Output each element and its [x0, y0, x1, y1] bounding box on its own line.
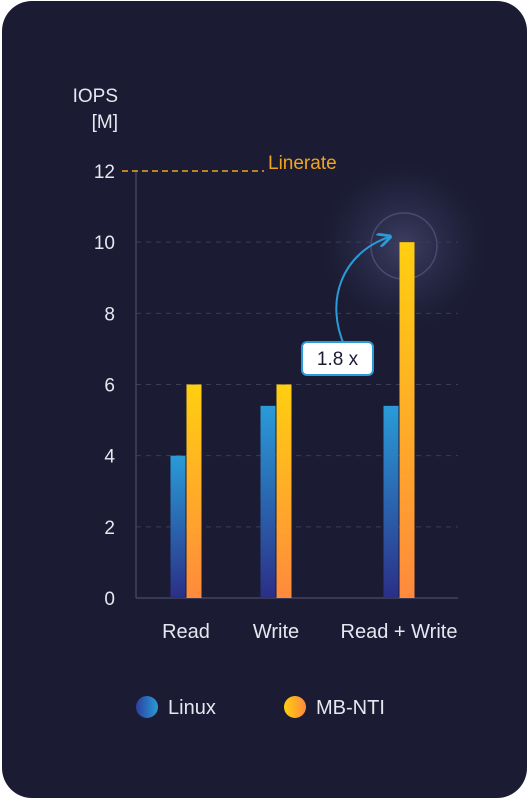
y-tick-label: 0 [104, 589, 115, 610]
bar-linux-read [170, 455, 186, 598]
legend-swatch-linux [136, 696, 158, 718]
y-axis-label-line2: [M] [92, 112, 118, 133]
bar-mb-nti-read-write [399, 242, 415, 598]
bar-linux-write [260, 405, 276, 598]
annotation-text: 1.8 x [317, 349, 359, 370]
bars [170, 242, 415, 598]
annotation-box [301, 341, 374, 376]
x-tick-label: Write [253, 621, 299, 643]
legend: Linux MB-NTI [136, 696, 385, 719]
legend-swatch-mb-nti [284, 696, 306, 718]
y-tick-label: 12 [94, 162, 115, 183]
legend-label-linux: Linux [168, 697, 216, 719]
bar-linux-read-write [383, 405, 399, 598]
y-tick-label: 4 [104, 447, 115, 468]
x-tick-label: Read + Write [341, 621, 458, 643]
y-tick-label: 10 [94, 233, 115, 254]
y-axis-label-line1: IOPS [73, 86, 118, 107]
linerate-reference: Linerate [122, 153, 337, 174]
y-tick-label: 8 [104, 304, 115, 325]
legend-label-mb-nti: MB-NTI [316, 697, 385, 719]
linerate-label: Linerate [268, 153, 337, 174]
x-tick-label: Read [162, 621, 210, 643]
x-tick-labels: Read Write Read + Write [162, 621, 457, 643]
y-tick-label: 6 [104, 376, 115, 397]
bar-mb-nti-write [276, 384, 292, 598]
y-tick-labels: 0 2 4 6 8 10 12 [94, 162, 116, 610]
annotation-arrow [335, 237, 389, 348]
y-tick-label: 2 [104, 518, 115, 539]
bar-mb-nti-read [186, 384, 202, 598]
